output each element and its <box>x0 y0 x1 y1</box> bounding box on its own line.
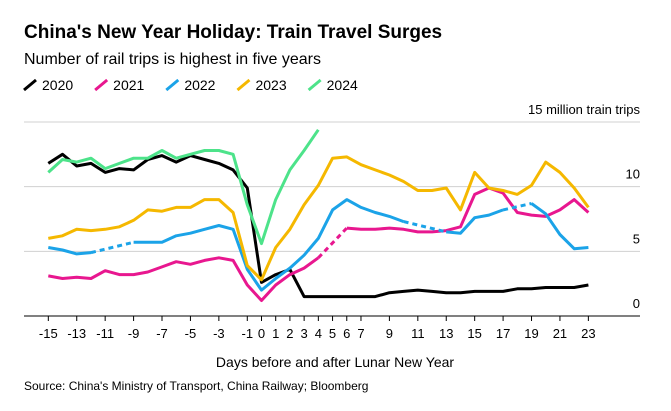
legend-label: 2022 <box>184 77 215 93</box>
x-axis-label: Days before and after Lunar New Year <box>216 354 454 370</box>
gap-bridge <box>403 220 447 234</box>
series-line <box>48 155 590 282</box>
x-tick-label: 4 <box>315 326 322 341</box>
x-tick-label: -5 <box>185 326 197 341</box>
x-tick-label: 23 <box>581 326 595 341</box>
legend-swatch <box>23 78 37 92</box>
x-tick-label: 9 <box>386 326 393 341</box>
x-tick-label: 6 <box>343 326 350 341</box>
legend-label: 2023 <box>255 77 286 93</box>
x-tick-label: 11 <box>411 326 425 341</box>
y-tick-label: 0 <box>633 296 640 311</box>
gap-bridge <box>90 240 134 255</box>
legend-label: 2024 <box>327 77 358 93</box>
source: Source: China's Ministry of Transport, C… <box>24 379 368 393</box>
legend-label: 2021 <box>113 77 144 93</box>
x-tick-label: -7 <box>156 326 168 341</box>
gap-bridge <box>317 227 348 259</box>
x-tick-label: 2 <box>286 326 293 341</box>
x-tick-label: 1 <box>272 326 279 341</box>
x-tick-label: -13 <box>67 326 86 341</box>
x-tick-label: 7 <box>357 326 364 341</box>
x-tick-label: -1 <box>242 326 254 341</box>
legend-swatch <box>307 78 322 92</box>
chart-title: China's New Year Holiday: Train Travel S… <box>24 22 442 43</box>
x-tick-label: 5 <box>329 326 336 341</box>
series-line <box>47 128 320 246</box>
y-tick-label: 5 <box>633 231 640 246</box>
legend-swatch <box>236 78 251 92</box>
series-line <box>47 152 589 299</box>
x-tick-label: 3 <box>301 326 308 341</box>
x-tick-label: -15 <box>39 326 58 341</box>
chart-subtitle: Number of rail trips is highest in five … <box>24 51 321 68</box>
x-tick-label: -11 <box>96 326 114 341</box>
x-tick-label: -9 <box>128 326 140 341</box>
x-tick-label: 19 <box>524 326 538 341</box>
y-tick-label: 10 <box>626 167 640 182</box>
x-tick-label: 15 <box>467 326 481 341</box>
legend-swatch <box>94 78 109 92</box>
x-tick-label: 21 <box>553 326 567 341</box>
x-tick-label: 17 <box>496 326 510 341</box>
legend-label: 2020 <box>42 77 73 93</box>
gap-bridge <box>502 202 532 212</box>
x-tick-label: -3 <box>213 326 225 341</box>
y-tick-label: 15 million train trips <box>528 102 640 117</box>
x-tick-label: 13 <box>439 326 453 341</box>
legend-swatch <box>165 78 180 92</box>
series-line <box>48 198 589 292</box>
x-tick-label: 0 <box>258 326 265 341</box>
